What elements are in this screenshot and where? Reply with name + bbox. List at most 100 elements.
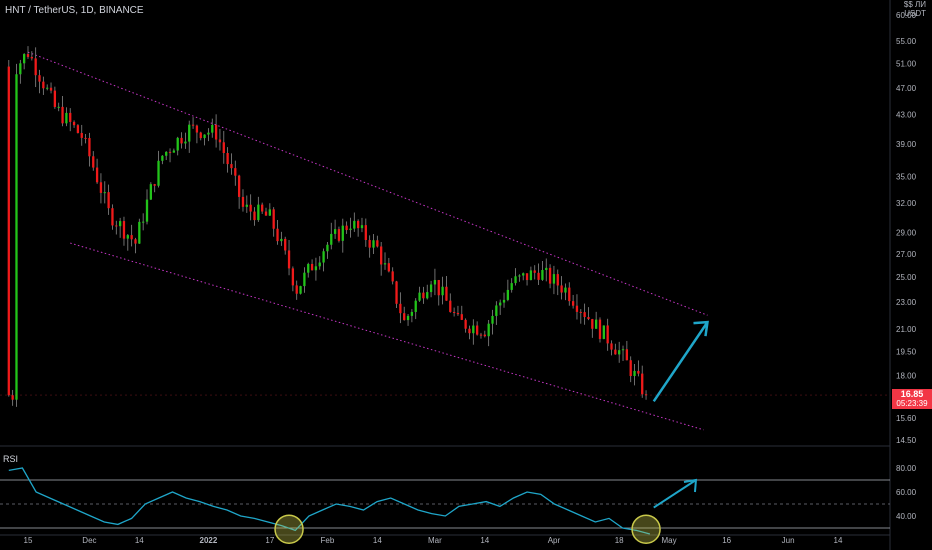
candle-body (414, 300, 417, 312)
candle-body (203, 134, 206, 139)
candle-body (618, 350, 621, 355)
candle-body (575, 305, 579, 312)
candle-body (621, 349, 625, 351)
candle-body (310, 263, 314, 271)
price-tick-label: 43.00 (896, 111, 917, 120)
time-tick-label: Jun (782, 536, 795, 545)
candle-body (284, 238, 287, 251)
candle-body (15, 74, 18, 400)
price-tick-label: 21.00 (896, 325, 917, 334)
candle-body (111, 208, 114, 226)
candle-body (568, 287, 571, 302)
candle-body (149, 184, 152, 200)
candle-body (625, 349, 629, 361)
candle-body (644, 394, 648, 396)
candle-body (422, 292, 425, 299)
candle-body (72, 121, 76, 126)
candle-body (176, 137, 179, 151)
candle-body (429, 284, 433, 293)
candle-body (475, 325, 479, 335)
time-tick-label: 14 (834, 536, 843, 545)
price-tick-label: 15.60 (896, 414, 917, 423)
candle-body (84, 137, 87, 139)
candle-body (487, 323, 490, 337)
candle-body (268, 209, 271, 216)
candle-body (134, 239, 137, 244)
price-tick-label: 32.00 (896, 199, 917, 208)
candle-body (399, 303, 402, 314)
candle-body (165, 151, 168, 156)
candle-body (514, 276, 517, 284)
candle-body (537, 272, 540, 280)
candle-body (199, 132, 202, 139)
candle-body (92, 156, 95, 168)
candle-body (11, 395, 14, 400)
candle-body (118, 221, 122, 227)
candle-body (314, 266, 318, 271)
candle-body (491, 315, 494, 324)
candle-body (533, 270, 536, 273)
candle-body (80, 132, 83, 138)
candle-body (583, 312, 586, 318)
candle-body (230, 164, 233, 169)
candle-body (495, 305, 498, 316)
candle-body (376, 240, 379, 247)
candle-body (602, 325, 605, 339)
candle-body (525, 273, 529, 281)
last-price-tag: 16.85 05:23:39 (892, 389, 932, 409)
candle-body (333, 229, 337, 234)
candle-body (364, 225, 367, 240)
candle-body (307, 263, 310, 273)
candle-body (426, 292, 429, 299)
candle-body (595, 319, 598, 329)
candle-body (437, 279, 440, 296)
candle-body (69, 112, 72, 122)
candle-body (264, 211, 268, 216)
candle-body (122, 221, 126, 239)
candle-body (46, 87, 49, 89)
candle-body (218, 139, 222, 143)
time-tick-label: Mar (428, 536, 442, 545)
candle-body (291, 268, 295, 286)
candle-body (322, 251, 325, 263)
candle-body (587, 317, 590, 320)
candle-body (34, 58, 37, 76)
candle-body (606, 325, 609, 344)
candle-body (115, 225, 118, 227)
candle-body (456, 312, 460, 315)
time-tick-label: May (662, 536, 677, 545)
candle-body (545, 267, 548, 271)
candle-body (548, 267, 552, 284)
time-tick-label: 2022 (200, 536, 218, 545)
candle-body (541, 270, 544, 280)
candle-body (637, 370, 640, 374)
candle-body (257, 204, 260, 221)
candle-body (126, 235, 129, 239)
candle-body (276, 228, 279, 242)
price-tick-label: 47.00 (896, 84, 917, 93)
candle-body (172, 150, 176, 153)
candle-body (610, 343, 613, 350)
candle-body (61, 106, 64, 124)
candle-body (295, 285, 298, 294)
candle-body (161, 155, 164, 161)
candle-body (211, 124, 214, 133)
last-price-countdown: 05:23:39 (896, 399, 928, 408)
price-tick-label: 60.00 (896, 11, 917, 20)
symbol-title: HNT / TetherUS, 1D, BINANCE (5, 5, 144, 16)
candle-body (556, 274, 559, 286)
candle-body (103, 192, 106, 194)
breakout-arrow-head (693, 320, 709, 337)
candle-body (57, 106, 60, 108)
candle-body (234, 168, 237, 176)
candle-body (180, 137, 183, 144)
candle-body (226, 152, 229, 165)
candle-body (395, 281, 398, 304)
rsi-arrow-head (683, 478, 698, 493)
candle-body (53, 90, 57, 107)
candle-body (460, 314, 463, 320)
candle-body (410, 311, 414, 316)
candle-body (157, 160, 160, 186)
candle-body (65, 112, 68, 124)
